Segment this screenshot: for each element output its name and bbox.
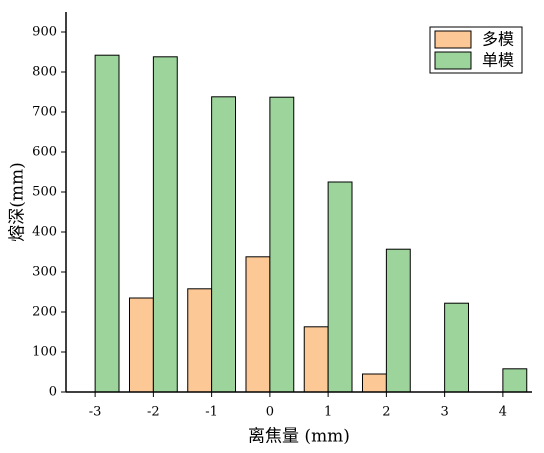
- bar: [327, 181, 353, 393]
- bar: [128, 297, 154, 393]
- y-tick-label: 100: [32, 345, 57, 360]
- y-axis-label: 熔深(mm): [8, 162, 28, 242]
- bar: [385, 248, 411, 393]
- y-tick-label: 800: [32, 65, 57, 80]
- bar: [303, 326, 329, 393]
- legend-swatch: [434, 51, 472, 70]
- y-tick-label: 200: [32, 305, 57, 320]
- bar: [502, 368, 528, 393]
- bar: [245, 256, 271, 393]
- x-tick-label: 1: [324, 405, 332, 420]
- bar: [361, 373, 387, 393]
- x-tick-label: -1: [205, 405, 218, 420]
- x-axis-label: 离焦量 (mm): [248, 427, 350, 447]
- x-tick-label: -2: [147, 405, 160, 420]
- y-tick-label: 600: [32, 145, 57, 160]
- bar: [152, 56, 178, 393]
- legend-label: 多模: [482, 30, 514, 49]
- bar: [211, 96, 237, 393]
- y-tick-label: 300: [32, 265, 57, 280]
- x-tick-label: 4: [499, 405, 507, 420]
- bar: [444, 302, 470, 393]
- y-tick-label: 900: [32, 25, 57, 40]
- bar: [187, 288, 213, 393]
- y-tick-label: 0: [49, 385, 57, 400]
- y-tick-label: 400: [32, 225, 57, 240]
- x-tick-label: 2: [382, 405, 390, 420]
- bar: [94, 54, 120, 393]
- bar: [269, 96, 295, 393]
- x-tick-label: -3: [89, 405, 102, 420]
- x-tick-label: 0: [266, 405, 274, 420]
- y-tick-label: 700: [32, 105, 57, 120]
- x-tick-label: 3: [440, 405, 448, 420]
- y-tick-label: 500: [32, 185, 57, 200]
- legend-swatch: [434, 30, 472, 49]
- legend-label: 单模: [482, 51, 514, 70]
